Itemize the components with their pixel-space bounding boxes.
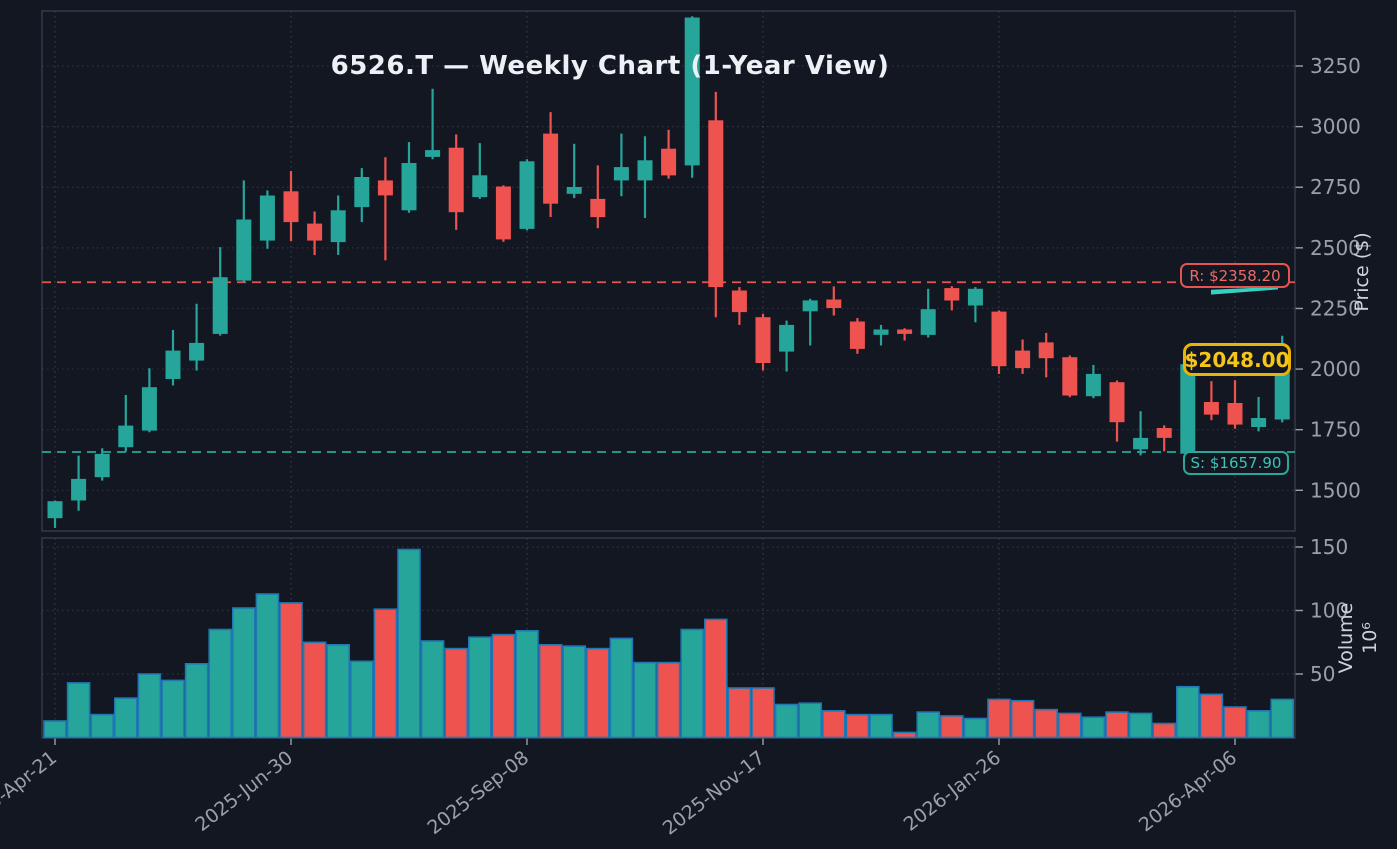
price-gridline: 2000	[42, 357, 1361, 381]
price-gridline: 2750	[42, 175, 1361, 199]
price-gridline: 3000	[42, 115, 1361, 139]
price-tick-label: 2750	[1310, 175, 1361, 199]
resistance-level-label: R: $2358.20	[1180, 263, 1290, 288]
price-tick-label: 1750	[1310, 418, 1361, 442]
support-level-text: S: $1657.90	[1190, 454, 1282, 472]
price-gridline: 1500	[42, 478, 1361, 502]
price-tick-label: 2500	[1310, 236, 1361, 260]
trend-swoosh	[1211, 286, 1278, 295]
price-gridline: 3250	[42, 54, 1361, 78]
volume-axis-unit: 10⁶	[1359, 622, 1381, 654]
chart-title: 6526.T — Weekly Chart (1-Year View)	[330, 51, 890, 81]
volume-tick-label: 100	[1310, 599, 1348, 623]
date-tick-label: 2025-Sep-08	[423, 747, 533, 839]
price-tick-label: 2000	[1310, 357, 1361, 381]
resistance-level-text: R: $2358.20	[1189, 266, 1281, 285]
candles	[47, 16, 1290, 528]
volume-bars	[43, 548, 1294, 739]
volume-tick-label: 50	[1310, 662, 1335, 686]
date-tick-label: 2025-Apr-21	[0, 747, 61, 837]
date-tick-label: 2026-Apr-06	[1135, 747, 1241, 837]
price-tick-label: 1500	[1310, 478, 1361, 502]
volume-axis-title: Volume	[1335, 603, 1357, 674]
price-tick-label: 3000	[1310, 115, 1361, 139]
support-level-label: S: $1657.90	[1183, 451, 1289, 475]
price-tick-label: 2250	[1310, 296, 1361, 320]
volume-gridline: 150	[42, 535, 1348, 559]
price-axis-title: Price ($)	[1351, 232, 1373, 311]
volume-tick-label: 150	[1310, 535, 1348, 559]
last-price-label: $2048.00	[1183, 343, 1291, 376]
date-tick-label: 2025-Jun-30	[191, 747, 297, 836]
last-price-text: $2048.00	[1184, 347, 1290, 372]
price-gridline: 1750	[42, 418, 1361, 442]
volume-gridline: 100	[42, 599, 1348, 623]
price-tick-label: 3250	[1310, 54, 1361, 78]
price-gridline: 2250	[42, 296, 1361, 320]
price-gridline: 2500	[42, 236, 1361, 260]
date-tick-label: 2026-Jan-26	[900, 747, 1005, 836]
date-tick-label: 2025-Nov-17	[659, 747, 769, 840]
price-panel-border	[41, 10, 1296, 532]
